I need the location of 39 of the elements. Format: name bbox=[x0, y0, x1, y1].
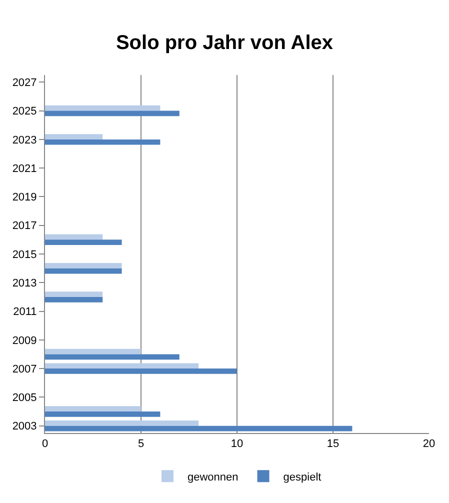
y-tick-label: 2019 bbox=[12, 192, 37, 204]
x-tick-label: 5 bbox=[138, 438, 144, 450]
bar bbox=[45, 406, 141, 412]
bar bbox=[45, 139, 160, 145]
y-tick-label: 2005 bbox=[12, 392, 37, 404]
y-tick-label: 2025 bbox=[12, 106, 37, 118]
bar bbox=[45, 348, 141, 354]
bar bbox=[45, 426, 352, 432]
bar bbox=[45, 354, 180, 360]
bar bbox=[45, 363, 199, 369]
y-tick-label: 2003 bbox=[12, 420, 37, 433]
y-tick-label: 2015 bbox=[12, 248, 37, 261]
x-tick-label: 20 bbox=[422, 438, 436, 450]
y-tick-label: 2017 bbox=[12, 220, 37, 232]
bar bbox=[45, 262, 122, 268]
bar bbox=[45, 134, 103, 140]
x-tick-label: 15 bbox=[326, 438, 340, 450]
legend-label: gespielt bbox=[283, 471, 322, 484]
bar bbox=[45, 292, 103, 297]
bar bbox=[45, 240, 122, 246]
bar bbox=[45, 296, 103, 302]
y-tick-label: 2027 bbox=[12, 77, 37, 90]
bar bbox=[45, 110, 180, 116]
bar bbox=[45, 234, 103, 240]
bar bbox=[45, 368, 237, 374]
y-tick-label: 2009 bbox=[12, 334, 37, 347]
y-tick-label: 2011 bbox=[13, 306, 37, 318]
y-tick-label: 2007 bbox=[12, 363, 37, 376]
bar bbox=[45, 420, 199, 426]
legend-label: gewonnen bbox=[188, 471, 238, 484]
y-tick-label: 2021 bbox=[12, 162, 37, 175]
chart-title: Solo pro Jahr von Alex bbox=[116, 32, 334, 54]
bar bbox=[45, 105, 160, 111]
y-tick-label: 2013 bbox=[12, 277, 37, 290]
y-tick-label: 2023 bbox=[12, 134, 37, 146]
x-tick-label: 0 bbox=[42, 438, 48, 450]
bar bbox=[45, 268, 122, 274]
bar bbox=[45, 412, 160, 417]
x-tick-label: 10 bbox=[230, 438, 244, 450]
